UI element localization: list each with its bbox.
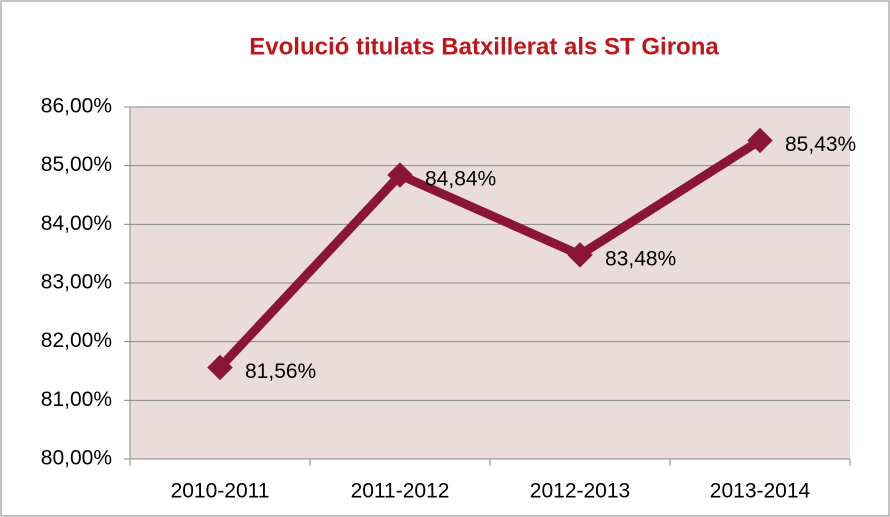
line <box>216 136 763 371</box>
y-tick-label: 83,00% <box>41 271 112 294</box>
data-label: 85,43% <box>785 133 856 156</box>
marker <box>387 162 413 188</box>
y-tick-label: 84,00% <box>41 212 112 235</box>
data-label: 83,48% <box>605 247 676 270</box>
y-tick-label: 86,00% <box>41 95 112 118</box>
x-tick-label: 2012-2013 <box>530 480 630 503</box>
data-label: 84,84% <box>425 168 496 191</box>
data-label: 81,56% <box>245 360 316 383</box>
y-tick-label: 80,00% <box>41 447 112 470</box>
x-tick-label: 2010-2011 <box>171 480 270 503</box>
x-tick-label: 2011-2012 <box>351 480 450 503</box>
chart-title: Evolució titulats Batxillerat als ST Gir… <box>249 33 719 60</box>
marker <box>207 354 233 381</box>
y-tick-label: 82,00% <box>41 329 112 352</box>
y-tick-label: 85,00% <box>41 153 112 176</box>
y-tick-label: 81,00% <box>41 388 112 411</box>
marker <box>567 242 593 268</box>
x-tick-label: 2013-2014 <box>710 480 811 503</box>
marker <box>747 127 773 154</box>
